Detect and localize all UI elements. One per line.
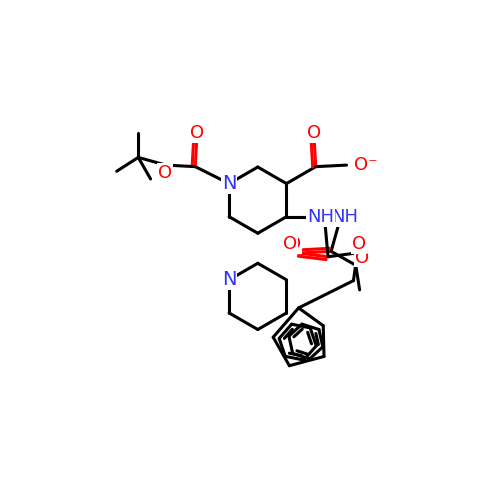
Text: O: O (190, 124, 204, 142)
Text: O: O (190, 124, 204, 142)
Text: N: N (222, 174, 236, 193)
Text: NH: NH (307, 208, 334, 226)
Text: O: O (284, 234, 298, 252)
Text: O: O (352, 234, 366, 252)
Text: NH: NH (307, 208, 334, 226)
Text: O: O (287, 234, 301, 252)
Text: O⁻: O⁻ (354, 156, 378, 174)
Text: O: O (158, 164, 172, 182)
Text: O⁻: O⁻ (354, 156, 378, 174)
Text: O: O (158, 164, 172, 182)
Text: NH: NH (331, 208, 358, 226)
Text: O: O (355, 248, 369, 266)
Text: O: O (307, 124, 321, 142)
Text: O: O (352, 234, 366, 252)
Text: N: N (222, 270, 236, 289)
Text: O: O (284, 234, 298, 252)
Text: N: N (222, 174, 236, 193)
Text: O: O (307, 124, 321, 142)
